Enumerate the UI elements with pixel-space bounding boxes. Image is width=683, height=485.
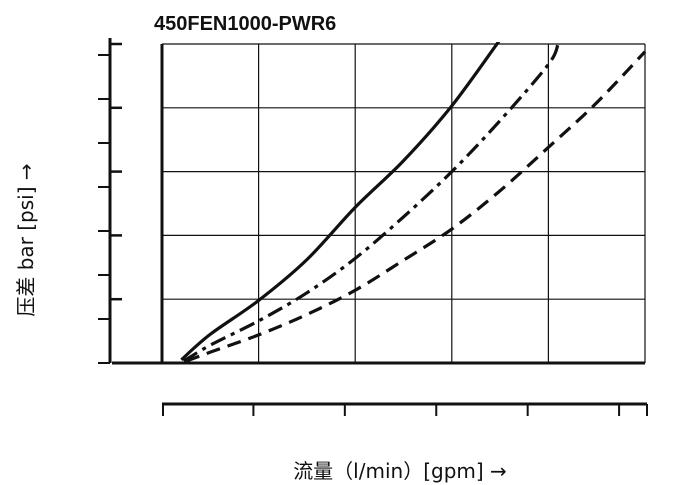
grid <box>162 43 646 363</box>
series-line-dashdot <box>182 43 560 363</box>
series-line-solid <box>180 42 501 362</box>
y-axis-label: 压差 bar [psi] → <box>14 163 38 316</box>
gpm-tick-labels <box>162 404 648 416</box>
axes <box>108 38 647 406</box>
series-line-dashed <box>185 50 647 363</box>
psi-tick-labels <box>98 54 110 364</box>
chart-title: 450FEN1000-PWR6 <box>154 13 336 35</box>
y-tick-labels <box>110 42 122 301</box>
x-axis-label: 流量（l/min）[gpm] → <box>293 459 507 483</box>
series-lines <box>180 42 647 363</box>
